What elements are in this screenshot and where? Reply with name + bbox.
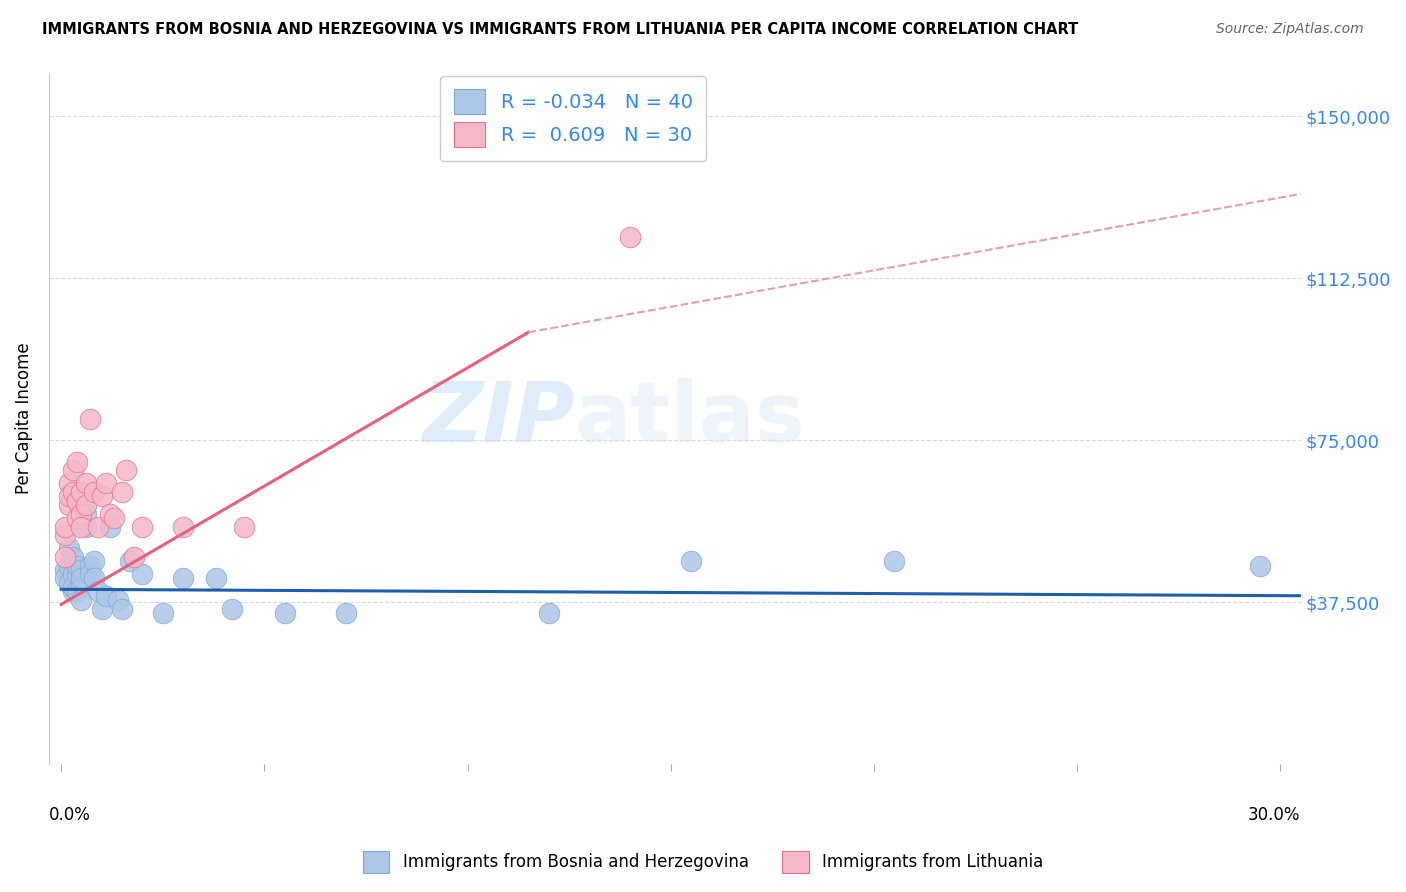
Point	[70, 572, 93, 586]
Point	[83, 485, 105, 500]
Point	[131, 519, 153, 533]
Text: atlas: atlas	[575, 378, 806, 459]
Point	[62, 580, 84, 594]
Y-axis label: Per Capita Income: Per Capita Income	[15, 343, 32, 494]
Point	[107, 593, 129, 607]
Point	[883, 554, 905, 568]
Point	[66, 584, 89, 599]
Point	[335, 606, 357, 620]
Point	[83, 572, 105, 586]
Point	[66, 558, 89, 573]
Point	[221, 601, 243, 615]
Point	[66, 493, 89, 508]
Point	[53, 519, 76, 533]
Point	[681, 554, 703, 568]
Point	[94, 589, 117, 603]
Point	[58, 476, 80, 491]
Point	[62, 567, 84, 582]
Point	[172, 519, 194, 533]
Point	[53, 528, 76, 542]
Point	[619, 230, 641, 244]
Point	[1249, 558, 1271, 573]
Point	[120, 554, 142, 568]
Legend: R = -0.034   N = 40, R =  0.609   N = 30: R = -0.034 N = 40, R = 0.609 N = 30	[440, 76, 706, 161]
Point	[62, 463, 84, 477]
Text: IMMIGRANTS FROM BOSNIA AND HERZEGOVINA VS IMMIGRANTS FROM LITHUANIA PER CAPITA I: IMMIGRANTS FROM BOSNIA AND HERZEGOVINA V…	[42, 22, 1078, 37]
Point	[62, 549, 84, 564]
Point	[273, 606, 295, 620]
Text: 30.0%: 30.0%	[1249, 805, 1301, 823]
Point	[66, 455, 89, 469]
Point	[98, 507, 121, 521]
Point	[79, 567, 101, 582]
Point	[152, 606, 174, 620]
Point	[58, 489, 80, 503]
Point	[79, 411, 101, 425]
Point	[53, 572, 76, 586]
Point	[66, 567, 89, 582]
Point	[70, 563, 93, 577]
Point	[233, 519, 256, 533]
Point	[87, 584, 110, 599]
Point	[62, 584, 84, 599]
Text: Source: ZipAtlas.com: Source: ZipAtlas.com	[1216, 22, 1364, 37]
Point	[124, 549, 146, 564]
Point	[58, 541, 80, 556]
Point	[58, 558, 80, 573]
Point	[75, 519, 97, 533]
Legend: Immigrants from Bosnia and Herzegovina, Immigrants from Lithuania: Immigrants from Bosnia and Herzegovina, …	[356, 845, 1050, 880]
Point	[62, 485, 84, 500]
Point	[204, 572, 226, 586]
Point	[70, 519, 93, 533]
Point	[75, 476, 97, 491]
Point	[53, 563, 76, 577]
Point	[75, 507, 97, 521]
Point	[53, 549, 76, 564]
Point	[103, 511, 125, 525]
Point	[79, 558, 101, 573]
Point	[98, 519, 121, 533]
Point	[537, 606, 560, 620]
Text: ZIP: ZIP	[422, 378, 575, 459]
Point	[94, 476, 117, 491]
Point	[111, 601, 134, 615]
Point	[58, 575, 80, 590]
Point	[70, 575, 93, 590]
Point	[70, 593, 93, 607]
Point	[75, 498, 97, 512]
Point	[83, 554, 105, 568]
Point	[115, 463, 138, 477]
Point	[70, 507, 93, 521]
Point	[111, 485, 134, 500]
Point	[90, 601, 112, 615]
Text: 0.0%: 0.0%	[49, 805, 91, 823]
Point	[70, 485, 93, 500]
Point	[87, 519, 110, 533]
Point	[131, 567, 153, 582]
Point	[58, 498, 80, 512]
Point	[66, 511, 89, 525]
Point	[172, 572, 194, 586]
Point	[90, 489, 112, 503]
